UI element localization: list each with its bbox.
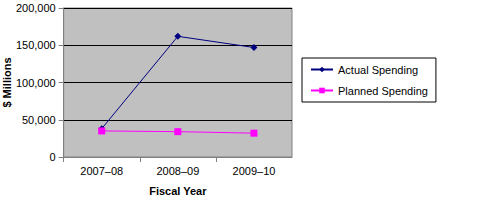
- svg-text:2008–09: 2008–09: [156, 165, 199, 177]
- svg-text:150,000: 150,000: [16, 39, 56, 51]
- svg-text:50,000: 50,000: [22, 114, 56, 126]
- svg-text:2009–10: 2009–10: [233, 165, 276, 177]
- svg-text:Planned Spending: Planned Spending: [338, 85, 428, 97]
- svg-text:200,000: 200,000: [16, 2, 56, 14]
- svg-text:2007–08: 2007–08: [80, 165, 123, 177]
- svg-text:$ Millions: $ Millions: [1, 57, 13, 107]
- svg-text:Fiscal Year: Fiscal Year: [149, 185, 207, 197]
- svg-text:0: 0: [50, 151, 56, 163]
- svg-text:100,000: 100,000: [16, 77, 56, 89]
- svg-text:Actual Spending: Actual Spending: [338, 64, 418, 76]
